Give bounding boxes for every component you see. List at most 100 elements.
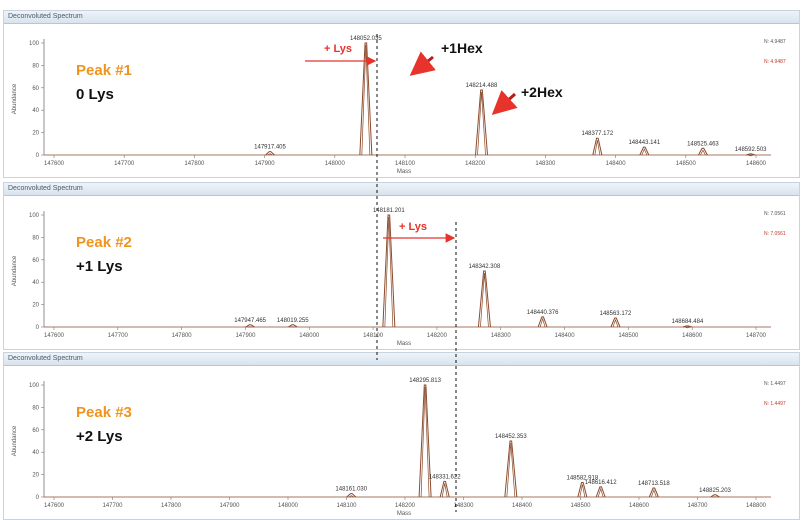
peak-mark xyxy=(287,324,298,328)
peak-data-label: 148331.622 xyxy=(429,474,461,480)
peak-mark-inner xyxy=(579,484,586,498)
peak-data-label: 148295.813 xyxy=(409,378,441,384)
peak-mark-inner xyxy=(348,495,354,498)
x-tick-label: 148600 xyxy=(629,503,650,509)
peak-mark xyxy=(439,480,450,498)
legend-entry: N: 7.0561 xyxy=(764,211,786,217)
peak-mark xyxy=(682,325,693,328)
x-tick-label: 147700 xyxy=(108,333,129,339)
peak-subtitle: 0 Lys xyxy=(76,86,114,103)
x-tick-label: 148600 xyxy=(746,161,767,167)
peak-data-label: 148377.172 xyxy=(581,131,613,137)
peak-data-label: 147947.465 xyxy=(234,318,266,324)
y-tick-label: 40 xyxy=(32,108,39,114)
peak-title: Peak #3 xyxy=(76,404,132,421)
peak-mark xyxy=(639,146,650,156)
x-tick-label: 147800 xyxy=(172,333,193,339)
peak-mark xyxy=(595,486,606,498)
peak-subtitle: +1 Lys xyxy=(76,258,123,275)
peak-title: Peak #2 xyxy=(76,234,132,251)
peak-mark xyxy=(746,153,756,156)
y-tick-label: 80 xyxy=(32,405,39,411)
peak-title: Peak #1 xyxy=(76,62,132,79)
y-tick-label: 100 xyxy=(29,213,40,219)
peak-mark-inner xyxy=(594,140,601,156)
panel-header: Deconvoluted Spectrum xyxy=(4,183,799,196)
spectrum-chart-2: 0 20 40 60 80 100 147600 147700 147800 147900 1480… xyxy=(12,208,786,347)
peak-data-label: 148161.030 xyxy=(335,487,367,493)
x-tick-label: 148700 xyxy=(687,503,708,509)
peak-mark-inner xyxy=(441,483,448,498)
y-axis-label: Abundance xyxy=(12,255,18,286)
peak-data-label: 148592.503 xyxy=(735,147,767,153)
x-tick-label: 148100 xyxy=(336,503,357,509)
x-tick-label: 148400 xyxy=(555,333,576,339)
x-tick-label: 147600 xyxy=(44,333,65,339)
y-tick-label: 0 xyxy=(36,153,40,159)
x-axis-label: Mass xyxy=(397,169,411,175)
peak-mark xyxy=(537,316,548,328)
legend-entry: N: 1.4497 xyxy=(764,381,786,387)
peak-mark xyxy=(610,317,621,328)
y-tick-label: 0 xyxy=(36,325,40,331)
x-tick-label: 148400 xyxy=(606,161,627,167)
peak-mark xyxy=(710,494,720,498)
y-tick-label: 0 xyxy=(36,495,40,501)
x-tick-label: 148200 xyxy=(395,503,416,509)
x-axis-label: Mass xyxy=(397,511,411,517)
x-tick-label: 147900 xyxy=(255,161,276,167)
x-tick-label: 148000 xyxy=(325,161,346,167)
peak-mark xyxy=(245,324,255,328)
x-tick-label: 148300 xyxy=(491,333,512,339)
legend-entry: N: 7.0561 xyxy=(764,231,786,237)
peak-mark-inner xyxy=(748,154,754,157)
x-tick-label: 148000 xyxy=(299,333,320,339)
peak-data-label: 148181.201 xyxy=(373,208,405,214)
peak-mark xyxy=(359,42,373,156)
peak-mark-inner xyxy=(539,317,546,328)
peak-mark-inner xyxy=(700,149,706,156)
x-tick-label: 147600 xyxy=(44,503,65,509)
peak-mark xyxy=(697,147,708,156)
x-tick-label: 148400 xyxy=(512,503,533,509)
y-tick-label: 60 xyxy=(32,86,39,92)
x-tick-label: 148100 xyxy=(395,161,416,167)
peak-data-label: 148825.203 xyxy=(699,488,731,494)
y-tick-label: 60 xyxy=(32,258,39,264)
x-axis-label: Mass xyxy=(397,341,411,347)
peak-mark-inner xyxy=(506,442,516,498)
spectrum-panel-2: Deconvoluted Spectrum 0 20 40 60 80 100 147600… xyxy=(3,182,800,350)
peak-mark-inner xyxy=(477,92,486,156)
peak-mark xyxy=(346,493,357,498)
x-tick-label: 148300 xyxy=(535,161,556,167)
x-tick-label: 148300 xyxy=(453,503,474,509)
peak-data-label: 148563.172 xyxy=(600,311,632,317)
y-tick-label: 80 xyxy=(32,235,39,241)
y-tick-label: 20 xyxy=(32,473,39,479)
peak-mark xyxy=(504,440,518,498)
x-tick-label: 147700 xyxy=(114,161,135,167)
x-tick-label: 148200 xyxy=(465,161,486,167)
x-tick-label: 147900 xyxy=(219,503,240,509)
y-tick-label: 80 xyxy=(32,63,39,69)
peak-mark xyxy=(592,137,603,156)
peak-data-label: 147917.405 xyxy=(254,145,286,151)
x-tick-label: 148500 xyxy=(570,503,591,509)
peak-mark-inner xyxy=(597,487,604,498)
peak-mark-inner xyxy=(641,148,648,156)
y-tick-label: 40 xyxy=(32,450,39,456)
legend-entry: N: 4.9487 xyxy=(764,39,786,45)
spectrum-chart-3: 0 20 40 60 80 100 147600 147700 147800 147900 1480… xyxy=(12,378,786,517)
y-tick-label: 20 xyxy=(32,303,39,309)
peak-mark-inner xyxy=(651,489,657,498)
x-tick-label: 148600 xyxy=(682,333,703,339)
panel-header: Deconvoluted Spectrum xyxy=(4,11,799,24)
x-tick-label: 148000 xyxy=(278,503,299,509)
peak-data-label: 148342.308 xyxy=(469,264,501,270)
x-tick-label: 148500 xyxy=(618,333,639,339)
y-tick-label: 100 xyxy=(29,383,40,389)
peak-mark-inner xyxy=(420,386,430,498)
peak-mark-inner xyxy=(361,44,371,156)
peak-data-label: 148616.412 xyxy=(585,480,617,486)
x-tick-label: 148800 xyxy=(746,503,767,509)
